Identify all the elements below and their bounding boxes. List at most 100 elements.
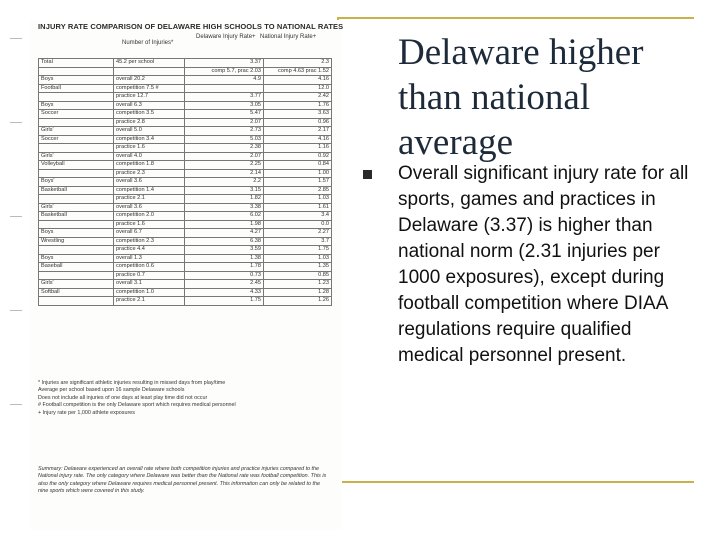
table-cell: overall 20.2 xyxy=(113,75,185,85)
table-cell: competition 3.5 xyxy=(113,109,185,119)
table-cell: Baseball xyxy=(38,262,114,272)
table-cell xyxy=(38,219,114,229)
table-cell: overall 4.0 xyxy=(113,151,185,161)
table-cell: competition 2.0 xyxy=(113,211,185,221)
table-row: Football competition 7.5 # 12.0 xyxy=(38,83,332,93)
table-cell: 2.07 xyxy=(184,117,264,127)
bottom-accent-rule xyxy=(338,481,694,483)
table-cell: practice 2.8 xyxy=(113,117,185,127)
table-cell: 0.0 xyxy=(263,219,332,229)
table-cell: Soccer xyxy=(38,109,114,119)
table-cell: 1.38 xyxy=(184,253,264,263)
table-row: Baseball competition 0.6 1.78 1.35 xyxy=(38,262,332,272)
slide-title: Delaware higher than national average xyxy=(398,32,644,163)
table-cell: 1.82 xyxy=(184,194,264,204)
table-cell: 2.38 xyxy=(184,143,264,153)
table-row: Wrestling competition 2.3 6.38 3.7 xyxy=(38,236,332,246)
table-cell: practice 2.1 xyxy=(113,296,185,306)
table-cell xyxy=(184,83,264,93)
table-cell: 6.38 xyxy=(184,236,264,246)
table-cell: 2.25 xyxy=(184,160,264,170)
bullet-text: Overall significant injury rate for all … xyxy=(398,163,689,366)
table-cell: 3.05 xyxy=(184,100,264,110)
table-cell: Boys xyxy=(38,253,114,263)
table-cell: 1.75 xyxy=(184,296,264,306)
table-cell: Boys xyxy=(38,100,114,110)
table-cell: 1.26 xyxy=(263,296,332,306)
table-cell: practice 2.1 xyxy=(113,194,185,204)
table-cell: 1.76 xyxy=(263,100,332,110)
injury-rate-table: Total 45.2 per school 3.37 2.3 comp 5.7, pra… xyxy=(38,58,332,306)
table-cell: overall 3.1 xyxy=(113,279,185,289)
table-cell xyxy=(113,66,185,76)
table-row: Total 45.2 per school 3.37 2.3 xyxy=(38,58,332,68)
footnote: * Injuries are significant athletic inju… xyxy=(38,380,226,386)
table-cell: Soccer xyxy=(38,134,114,144)
margin-mark xyxy=(10,310,22,314)
table-cell: Total xyxy=(38,58,114,68)
footnote: Does not include all injuries of one day… xyxy=(38,394,208,401)
table-cell: 2.73 xyxy=(184,126,264,136)
table-cell: competition 0.6 xyxy=(113,262,185,272)
table-cell: 1.03 xyxy=(263,194,332,204)
table-cell: 1.03 xyxy=(263,253,332,263)
table-cell: 1.78 xyxy=(184,262,264,272)
table-cell: 3.37 xyxy=(184,58,264,68)
table-cell xyxy=(38,296,114,306)
table-cell: 1.16 xyxy=(263,143,332,153)
table-cell: 2.45 xyxy=(184,279,264,289)
table-row: Girls' overall 3.1 2.45 1.23 xyxy=(38,279,332,289)
table-cell: practice 4.4 xyxy=(113,245,185,255)
table-row: Basketball competition 2.0 6.02 3.4 xyxy=(38,211,332,221)
square-bullet-icon xyxy=(363,170,372,179)
table-cell: comp 4.63 prac 1.52 xyxy=(263,66,332,76)
margin-mark xyxy=(10,216,22,220)
table-cell: 5.47 xyxy=(184,109,264,119)
table-cell: overall 3.6 xyxy=(113,202,185,212)
table-cell: overall 6.3 xyxy=(113,100,185,110)
table-cell xyxy=(38,92,114,102)
table-row: practice 4.4 3.59 1.75 xyxy=(38,245,332,255)
table-cell: overall 3.6 xyxy=(113,177,185,187)
table-cell: 2.07 xyxy=(184,151,264,161)
table-row: Boys overall 6.7 4.27 2.27 xyxy=(38,228,332,238)
column-header-national: National Injury Rate+ xyxy=(260,34,317,40)
table-cell: 3.4 xyxy=(263,211,332,221)
table-cell: 4.27 xyxy=(184,228,264,238)
table-row: practice 0.7 0.73 0.85 xyxy=(38,270,332,280)
table-title: INJURY RATE COMPARISON OF DELAWARE HIGH … xyxy=(38,22,344,31)
table-cell: 0.96 xyxy=(263,117,332,127)
table-cell: Boys' xyxy=(38,177,114,187)
table-cell: 3.59 xyxy=(184,245,264,255)
table-row: Volleyball competition 1.8 2.25 0.84 xyxy=(38,160,332,170)
table-cell: 3.15 xyxy=(184,185,264,195)
table-row: comp 5.7, prac 2.03 comp 4.63 prac 1.52 xyxy=(38,66,332,76)
table-cell: overall 6.7 xyxy=(113,228,185,238)
table-cell: competition 1.4 xyxy=(113,185,185,195)
table-cell xyxy=(38,143,114,153)
table-row: practice 1.6 2.38 1.16 xyxy=(38,143,332,153)
table-cell: competition 3.4 xyxy=(113,134,185,144)
table-cell: practice 0.7 xyxy=(113,270,185,280)
table-cell: 1.57 xyxy=(263,177,332,187)
table-cell xyxy=(38,117,114,127)
table-cell: 3.77 xyxy=(184,92,264,102)
table-row: practice 12.7 3.77 2.42 xyxy=(38,92,332,102)
margin-mark xyxy=(10,38,22,42)
table-cell: competition 1.8 xyxy=(113,160,185,170)
table-row: Boys' overall 3.6 2.2 1.57 xyxy=(38,177,332,187)
table-footnotes: * Injuries are significant athletic inju… xyxy=(38,380,328,417)
table-cell: 5.03 xyxy=(184,134,264,144)
table-cell: practice 2.3 xyxy=(113,168,185,178)
table-row: Girls' overall 3.6 3.38 1.61 xyxy=(38,202,332,212)
table-cell: 4.16 xyxy=(263,134,332,144)
table-cell: 2.17 xyxy=(263,126,332,136)
top-accent-rule xyxy=(338,17,694,19)
table-cell: 1.28 xyxy=(263,287,332,297)
table-cell: 0.85 xyxy=(263,270,332,280)
table-cell: 3.7 xyxy=(263,236,332,246)
table-row: Girls' overall 5.0 2.73 2.17 xyxy=(38,126,332,136)
table-row: Basketball competition 1.4 3.15 2.85 xyxy=(38,185,332,195)
table-cell: 45.2 per school xyxy=(113,58,185,68)
table-cell: 4.9 xyxy=(184,75,264,85)
